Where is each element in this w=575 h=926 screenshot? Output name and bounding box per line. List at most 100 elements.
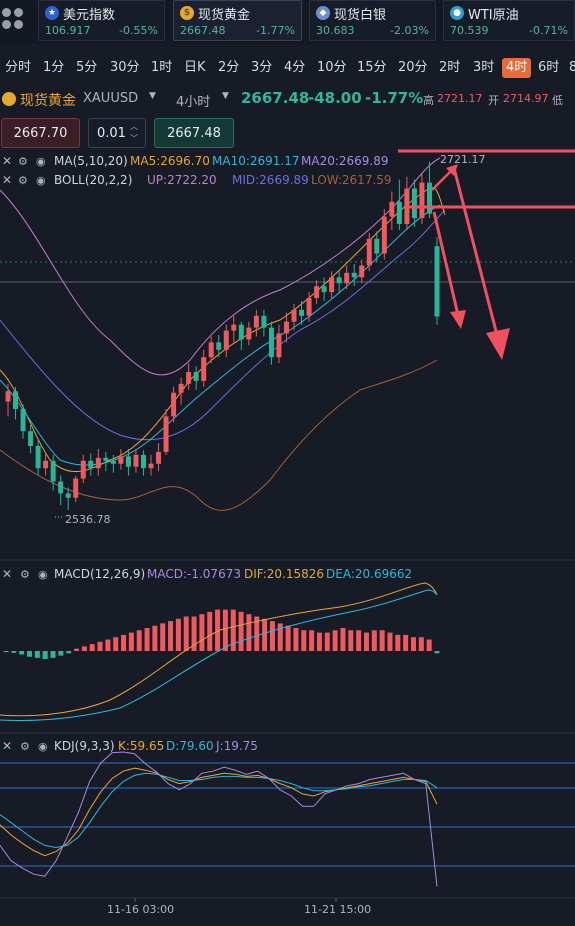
- market-card-usd-index[interactable]: ★ 美元指数 106.917 -0.55%: [38, 0, 165, 41]
- close-icon[interactable]: ✕: [2, 154, 12, 168]
- candle-body: [156, 451, 162, 464]
- timeframe-tab[interactable]: 2时: [439, 60, 461, 75]
- macd-bar: [230, 609, 236, 651]
- candle-body: [314, 286, 320, 298]
- settings-icon[interactable]: ⚙: [20, 568, 30, 581]
- market-card-spot-gold[interactable]: $ 现货黄金 2667.48 -1.77%: [173, 0, 302, 41]
- card-price: 106.917: [45, 24, 91, 37]
- d-value: D:79.60: [166, 739, 214, 753]
- settings-icon[interactable]: ⚙: [18, 174, 28, 187]
- market-card-wti-oil[interactable]: ● WTI原油 70.539 -0.71%: [443, 0, 575, 41]
- eye-icon[interactable]: ◉: [38, 740, 48, 753]
- candle-body: [178, 383, 184, 393]
- macd-bar: [379, 630, 385, 651]
- macd-bar: [285, 625, 291, 651]
- macd-bar: [113, 637, 119, 651]
- macd-bar: [410, 637, 416, 651]
- candle-body: [321, 286, 327, 293]
- timeframe-tab[interactable]: 日K: [184, 60, 206, 75]
- down-arrow-short: [432, 211, 460, 316]
- macd-bar: [309, 630, 315, 651]
- macd-bar: [50, 651, 56, 658]
- candle-body: [95, 457, 101, 469]
- macd-bar: [269, 621, 275, 651]
- close-icon[interactable]: ✕: [2, 173, 12, 187]
- candle-body: [110, 460, 116, 464]
- macd-bar: [19, 651, 25, 655]
- macd-bar: [152, 625, 158, 651]
- market-card-spot-silver[interactable]: ◆ 现货白银 30.683 -2.03%: [309, 0, 436, 41]
- macd-bar: [222, 609, 228, 651]
- macd-bar: [121, 634, 127, 651]
- macd-bar: [363, 632, 369, 651]
- macd-bar: [74, 648, 80, 651]
- eye-icon[interactable]: ◉: [36, 174, 46, 187]
- candle-body: [28, 431, 34, 446]
- timeframe-tab[interactable]: 6时: [538, 60, 560, 75]
- timeframe-tab-active[interactable]: 4时: [502, 58, 532, 78]
- timeframe-tab[interactable]: 1时: [151, 60, 173, 75]
- open-label: 开: [488, 94, 499, 107]
- silver-icon: ◆: [316, 6, 330, 20]
- candle-body: [246, 327, 252, 340]
- timeframe-tab[interactable]: 10分: [317, 60, 347, 75]
- dif-value: DIF:20.15826: [244, 567, 324, 581]
- timeframe-tab[interactable]: 3时: [473, 60, 495, 75]
- candle-body: [58, 481, 64, 494]
- timeframe-tab[interactable]: 8: [569, 60, 575, 75]
- eye-icon[interactable]: ◉: [36, 155, 46, 168]
- candle-body: [88, 460, 94, 469]
- app-menu-icon[interactable]: [2, 8, 24, 30]
- macd-bar: [66, 651, 72, 654]
- candle-body: [426, 182, 432, 214]
- close-icon[interactable]: ✕: [2, 739, 12, 753]
- timeframe-tab[interactable]: 分时: [5, 60, 32, 75]
- close-icon[interactable]: ✕: [2, 567, 12, 581]
- timeframe-tab[interactable]: 3分: [251, 60, 273, 75]
- eye-icon[interactable]: ◉: [38, 568, 48, 581]
- card-change: -0.55%: [119, 24, 158, 37]
- dif-line: [0, 582, 438, 717]
- candle-body: [125, 456, 131, 467]
- lots-input[interactable]: 0.01: [88, 118, 146, 148]
- symbol-name[interactable]: 现货黄金: [20, 93, 76, 109]
- timeframe-tab[interactable]: 4分: [284, 60, 306, 75]
- candle-body: [103, 457, 109, 461]
- candle-body: [396, 201, 402, 224]
- timeframe-tab[interactable]: 20分: [398, 60, 428, 75]
- settings-icon[interactable]: ⚙: [20, 740, 30, 753]
- high-label: 高: [423, 94, 434, 107]
- timeframe-tab[interactable]: 5分: [76, 60, 98, 75]
- candle-body: [35, 446, 41, 469]
- macd-bar: [215, 609, 221, 651]
- dea-line: [0, 589, 438, 721]
- macd-bar: [277, 623, 283, 651]
- card-change: -2.03%: [390, 24, 429, 37]
- macd-bar: [426, 639, 432, 651]
- chevron-down-icon[interactable]: ▼: [222, 91, 229, 101]
- candle-body: [186, 372, 192, 384]
- lots-stepper[interactable]: ︿ ﹀: [130, 122, 138, 143]
- period-selector[interactable]: 4小时: [176, 95, 211, 110]
- sell-price-button[interactable]: 2667.70: [1, 118, 80, 148]
- boll-up-value: UP:2722.20: [147, 173, 217, 187]
- candle-body: [50, 460, 56, 482]
- candle-body: [216, 342, 222, 350]
- settings-icon[interactable]: ⚙: [18, 155, 28, 168]
- timeframe-tab[interactable]: 1分: [43, 60, 65, 75]
- symbol-code[interactable]: XAUUSD: [83, 91, 139, 106]
- chevron-down-icon[interactable]: ▼: [149, 91, 156, 101]
- buy-price-button[interactable]: 2667.48: [154, 118, 234, 148]
- macd-value: MACD:-1.07673: [147, 567, 241, 581]
- macd-bar: [191, 616, 197, 651]
- candle-body: [419, 182, 425, 219]
- timeframe-tab[interactable]: 2分: [218, 60, 240, 75]
- timeframe-tab[interactable]: 30分: [110, 60, 140, 75]
- macd-bar: [246, 614, 252, 651]
- timeframe-tab[interactable]: 15分: [357, 60, 387, 75]
- candle-body: [411, 188, 417, 219]
- macd-bar: [332, 630, 338, 651]
- gold-coin-icon: $: [180, 6, 194, 20]
- candle-body: [43, 460, 49, 469]
